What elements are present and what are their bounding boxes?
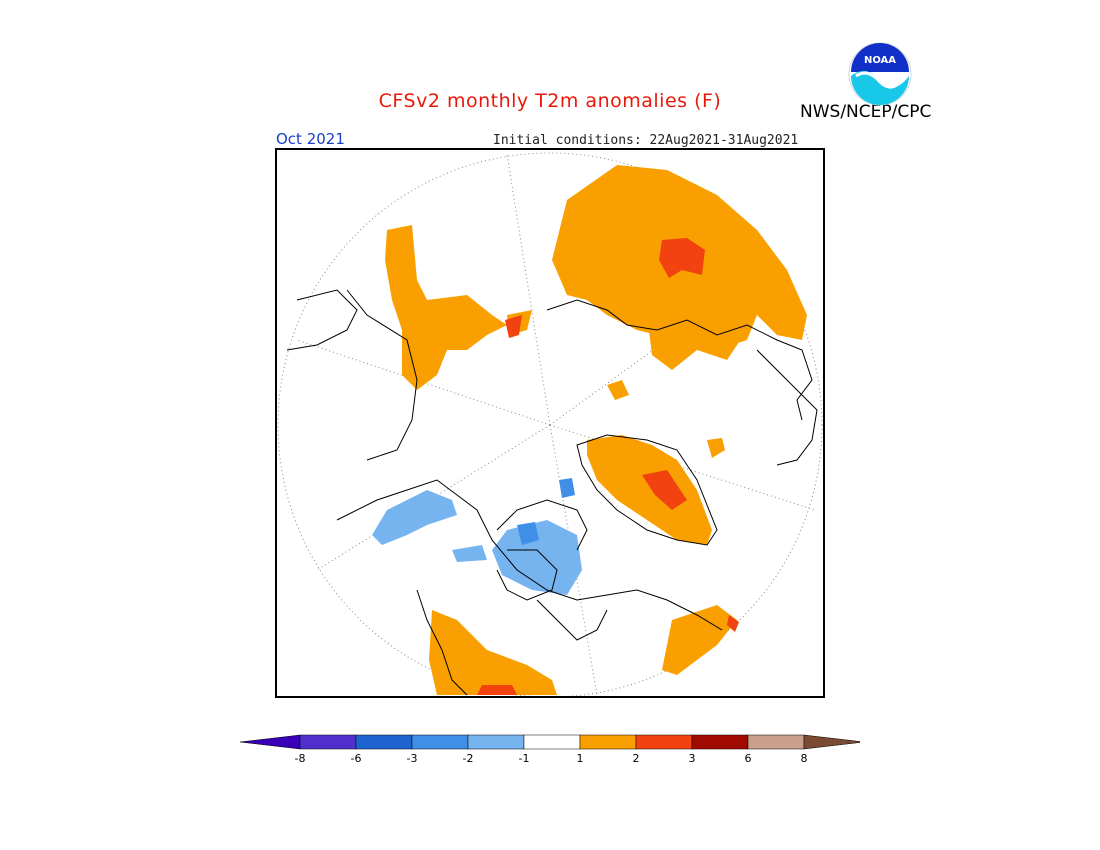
anomaly-region-alaska: [385, 225, 507, 390]
strong-cool-anomaly-regions: [517, 478, 575, 545]
colorbar: -8 -6 -3 -2 -1 1 2 3 6 8: [240, 734, 860, 765]
forecast-month-label: Oct 2021: [276, 130, 345, 148]
anomaly-region-western-us: [429, 610, 557, 695]
anomaly-region-siberia-core: [659, 238, 705, 278]
coastline-greenland: [576, 434, 718, 546]
anomaly-region-west-canada: [372, 490, 457, 545]
colorbar-bin: [411, 734, 469, 750]
anomaly-region-greenland-core: [642, 470, 687, 510]
colorbar-tick-label: 2: [633, 752, 640, 765]
polar-map: [275, 148, 825, 698]
coastline-canada-archipelago: [496, 499, 588, 601]
colorbar-bin: [523, 734, 581, 750]
anomaly-region-arctic-archipelago: [517, 522, 539, 545]
anomaly-region-europe-russia: [647, 315, 747, 370]
colorbar-tick-label: -1: [519, 752, 530, 765]
colorbar-tick-label: -6: [351, 752, 362, 765]
colorbar-bin: [691, 734, 749, 750]
colorbar-bin: [467, 734, 525, 750]
map-title: CFSv2 monthly T2m anomalies (F): [378, 90, 722, 112]
colorbar-bin: [299, 734, 357, 750]
anomaly-region-arctic-sea: [607, 380, 629, 400]
anomaly-region-interior-canada: [452, 545, 487, 562]
noaa-logo: NOAA: [848, 42, 912, 106]
colorbar-tick-label: -2: [463, 752, 474, 765]
coastline-west-coast: [416, 589, 468, 696]
colorbar-tick-label: 8: [801, 752, 808, 765]
colorbar-bin: [240, 734, 301, 750]
cool-anomaly-regions: [372, 490, 582, 595]
anomaly-region-hudson: [492, 520, 582, 595]
coastline-alaska: [286, 289, 418, 461]
coastline-europe: [756, 349, 818, 466]
colorbar-tick-label: 1: [577, 752, 584, 765]
coastline-north-america: [336, 479, 723, 631]
anomaly-region-iceland: [707, 438, 725, 458]
coastline-siberia: [546, 299, 813, 421]
anomaly-region-greenland: [587, 435, 712, 545]
anomaly-region-nova-scotia: [727, 615, 739, 632]
polar-map-svg: [277, 152, 823, 696]
colorbar-tick-label: -8: [295, 752, 306, 765]
anomaly-region-eastern-canada: [662, 605, 737, 675]
warm-anomaly-regions: [385, 165, 807, 695]
anomaly-region-southwest-us: [477, 685, 517, 695]
colorbar-tick-label: -3: [407, 752, 418, 765]
coastline-hudson-bay: [536, 599, 608, 641]
agency-label: NWS/NCEP/CPC: [800, 102, 932, 122]
coastlines: [286, 289, 818, 696]
colorbar-bin: [747, 734, 805, 750]
colorbar-bin: [635, 734, 693, 750]
strong-warm-anomaly-regions: [477, 238, 739, 695]
colorbar-tick-label: 6: [745, 752, 752, 765]
anomaly-region-alaska-coast: [505, 315, 522, 338]
initial-conditions-label: Initial conditions: 22Aug2021-31Aug2021: [493, 133, 799, 148]
colorbar-bin: [579, 734, 637, 750]
noaa-logo-text: NOAA: [864, 55, 896, 66]
colorbar-tick-label: 3: [689, 752, 696, 765]
colorbar-bin: [355, 734, 413, 750]
colorbar-bin: [803, 734, 860, 750]
anomaly-region-arctic-archipelago-east: [559, 478, 575, 498]
